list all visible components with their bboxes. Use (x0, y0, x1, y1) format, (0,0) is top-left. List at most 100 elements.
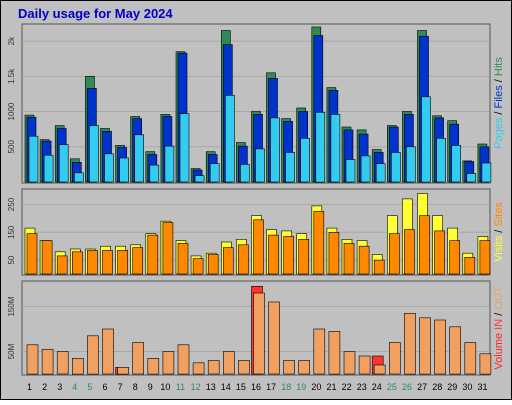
bar-pages-day-25 (390, 152, 401, 183)
bar-sites-day-21 (328, 232, 340, 275)
day-label: 28 (432, 382, 442, 392)
bar-out-day-17 (268, 301, 280, 375)
day-label: 31 (477, 382, 487, 392)
day-label: 20 (311, 382, 321, 392)
day-label: 15 (236, 382, 246, 392)
bar-sites-day-27 (419, 215, 430, 275)
bar-out-day-6 (102, 328, 114, 375)
day-label: 1 (27, 382, 32, 392)
bar-sites-day-3 (56, 255, 68, 275)
y-tick-label: 150M (7, 296, 16, 316)
legend-part: Sites (493, 202, 505, 227)
bar-out-day-10 (162, 351, 175, 375)
bar-pages-day-11 (179, 113, 190, 183)
bar-sites-day-22 (343, 243, 355, 275)
bar-sites-day-30 (464, 256, 476, 275)
bar-pages-day-27 (421, 96, 431, 183)
day-label: 4 (72, 382, 77, 392)
bar-pages-day-6 (104, 153, 114, 183)
day-label: 19 (296, 382, 306, 392)
bar-sites-day-16 (253, 219, 264, 275)
legend-part: IN (493, 319, 505, 330)
legend-part: / (493, 310, 505, 319)
bar-pages-day-4 (74, 172, 84, 183)
bar-sites-day-18 (283, 236, 294, 275)
bar-out-day-27 (419, 317, 431, 375)
bar-sites-day-13 (207, 254, 219, 275)
bar-pages-day-1 (28, 135, 39, 183)
bar-pages-day-8 (134, 134, 144, 183)
bar-out-day-20 (313, 328, 326, 375)
bar-pages-day-2 (43, 154, 54, 183)
bar-out-day-4 (72, 357, 84, 375)
legend-panel3: Volume IN / OUT (493, 286, 505, 369)
bar-out-day-7 (117, 366, 129, 375)
bar-out-day-23 (358, 355, 371, 375)
bar-out-day-28 (434, 319, 446, 375)
legend-part: / (493, 227, 505, 236)
bar-out-day-18 (283, 360, 295, 375)
bar-out-day-30 (464, 342, 477, 375)
y-tick-label: 1000 (7, 102, 16, 120)
day-label: 14 (221, 382, 231, 392)
bar-out-day-3 (56, 351, 69, 375)
bar-out-day-16 (253, 292, 265, 375)
day-label: 12 (191, 382, 201, 392)
bar-pages-day-12 (194, 175, 205, 183)
bar-sites-day-12 (192, 258, 204, 275)
bar-sites-day-8 (132, 247, 143, 275)
bar-pages-day-17 (270, 117, 280, 183)
day-label: 3 (57, 382, 62, 392)
bar-sites-day-15 (238, 244, 249, 275)
bar-out-day-29 (449, 326, 462, 375)
day-label: 29 (447, 382, 457, 392)
bar-sites-day-28 (434, 230, 445, 275)
bar-pages-day-23 (360, 155, 371, 183)
y-tick-label: 50M (7, 343, 16, 359)
bar-pages-day-18 (285, 152, 295, 183)
legend-part: Visits (493, 235, 505, 262)
bar-pages-day-10 (164, 145, 175, 183)
legend-part: Pages (493, 117, 505, 149)
bar-out-day-14 (223, 351, 235, 375)
bar-out-day-1 (26, 344, 39, 375)
bar-pages-day-30 (466, 173, 477, 183)
day-label: 8 (133, 382, 138, 392)
day-label: 17 (266, 382, 276, 392)
day-label: 27 (417, 382, 427, 392)
bar-pages-day-9 (149, 164, 160, 183)
bar-sites-day-23 (358, 245, 370, 275)
day-label: 24 (372, 382, 382, 392)
y-tick-label: 1.5k (7, 68, 16, 84)
bar-out-day-13 (207, 360, 220, 375)
day-label: 7 (118, 382, 123, 392)
bar-out-day-22 (343, 351, 356, 375)
day-label: 9 (148, 382, 153, 392)
y-tick-label: 50 (7, 255, 16, 264)
bar-out-day-8 (132, 342, 144, 375)
day-label: 30 (462, 382, 472, 392)
bar-sites-day-25 (388, 233, 400, 275)
bar-out-day-25 (388, 342, 401, 375)
bar-pages-day-19 (300, 138, 311, 183)
bar-pages-day-14 (225, 95, 235, 183)
bar-sites-day-7 (117, 250, 128, 275)
day-label: 11 (176, 382, 185, 392)
day-label: 25 (387, 382, 397, 392)
y-tick-label: 2k (7, 36, 16, 45)
day-label: 10 (160, 382, 170, 392)
bar-sites-day-4 (72, 251, 83, 275)
bar-sites-day-31 (479, 240, 491, 275)
bar-pages-day-31 (481, 162, 492, 183)
legend-part: Volume (493, 333, 505, 370)
y-tick-label: 150 (7, 225, 16, 239)
bar-sites-day-11 (177, 243, 189, 275)
bar-pages-day-29 (451, 145, 462, 183)
bar-sites-day-6 (102, 250, 113, 275)
bar-sites-day-1 (26, 233, 38, 275)
chart-title: Daily usage for May 2024 (18, 6, 173, 21)
bar-out-day-11 (177, 344, 190, 375)
bar-out-day-24 (373, 364, 386, 375)
